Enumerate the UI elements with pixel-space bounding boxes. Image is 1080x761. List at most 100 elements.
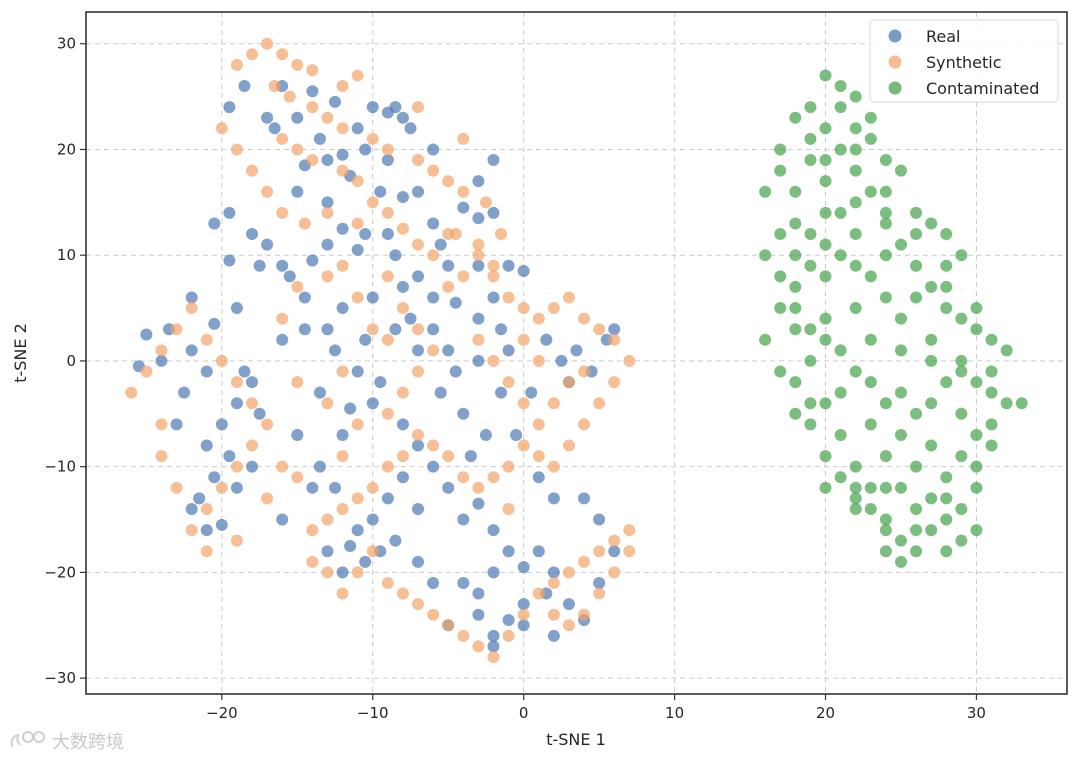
point-contaminated	[834, 249, 847, 262]
point-real	[366, 397, 379, 410]
x-axis-label: t-SNE 1	[546, 730, 606, 749]
point-contaminated	[804, 132, 817, 145]
point-real	[261, 238, 274, 251]
point-real	[389, 534, 402, 547]
point-synthetic	[381, 270, 394, 283]
point-real	[502, 344, 515, 357]
point-real	[389, 323, 402, 336]
point-contaminated	[925, 333, 938, 346]
point-contaminated	[985, 365, 998, 378]
point-synthetic	[578, 312, 591, 325]
point-synthetic	[246, 439, 259, 452]
point-synthetic	[547, 608, 560, 621]
point-real	[381, 228, 394, 241]
point-real	[200, 439, 213, 452]
point-real	[238, 365, 251, 378]
point-real	[608, 545, 621, 558]
point-contaminated	[834, 143, 847, 156]
watermark-logo-icon	[10, 731, 45, 748]
point-real	[215, 418, 228, 431]
x-tick-label: 30	[967, 704, 986, 722]
point-real	[487, 640, 500, 653]
point-real	[457, 513, 470, 526]
point-contaminated	[849, 259, 862, 272]
point-real	[389, 101, 402, 114]
point-synthetic	[412, 428, 425, 441]
data-points	[125, 37, 1028, 663]
legend-marker-real	[888, 29, 902, 43]
point-contaminated	[1000, 397, 1013, 410]
point-real	[457, 201, 470, 214]
point-real	[276, 333, 289, 346]
point-synthetic	[623, 524, 636, 537]
point-real	[223, 450, 236, 463]
point-synthetic	[261, 185, 274, 198]
point-synthetic	[623, 545, 636, 558]
point-real	[449, 365, 462, 378]
point-real	[472, 354, 485, 367]
point-synthetic	[442, 450, 455, 463]
point-synthetic	[472, 333, 485, 346]
point-contaminated	[849, 481, 862, 494]
legend-marker-contaminated	[888, 81, 902, 95]
point-contaminated	[774, 270, 787, 283]
point-contaminated	[925, 217, 938, 230]
point-real	[366, 513, 379, 526]
point-real	[517, 619, 530, 632]
point-contaminated	[819, 397, 832, 410]
point-real	[532, 471, 545, 484]
point-synthetic	[261, 418, 274, 431]
point-real	[178, 386, 191, 399]
point-synthetic	[412, 101, 425, 114]
point-real	[502, 259, 515, 272]
point-synthetic	[291, 58, 304, 71]
point-synthetic	[170, 323, 183, 336]
point-synthetic	[336, 80, 349, 93]
point-real	[547, 629, 560, 642]
point-contaminated	[985, 439, 998, 452]
point-real	[555, 354, 568, 367]
point-synthetic	[593, 587, 606, 600]
point-contaminated	[834, 206, 847, 219]
point-synthetic	[472, 640, 485, 653]
point-contaminated	[789, 249, 802, 262]
point-real	[427, 460, 440, 473]
point-real	[351, 524, 364, 537]
point-real	[246, 376, 259, 389]
point-contaminated	[819, 122, 832, 135]
point-real	[223, 206, 236, 219]
point-real	[276, 513, 289, 526]
point-real	[329, 481, 342, 494]
point-contaminated	[789, 217, 802, 230]
point-synthetic	[155, 344, 168, 357]
point-real	[457, 576, 470, 589]
point-real	[238, 80, 251, 93]
point-contaminated	[879, 513, 892, 526]
point-contaminated	[910, 228, 923, 241]
point-contaminated	[819, 450, 832, 463]
point-synthetic	[321, 566, 334, 579]
point-real	[517, 265, 530, 278]
series-real	[132, 80, 621, 653]
point-real	[412, 439, 425, 452]
point-contaminated	[879, 397, 892, 410]
point-contaminated	[864, 481, 877, 494]
point-contaminated	[894, 312, 907, 325]
point-synthetic	[442, 175, 455, 188]
point-synthetic	[578, 608, 591, 621]
point-contaminated	[849, 502, 862, 515]
point-synthetic	[442, 280, 455, 293]
point-contaminated	[940, 280, 953, 293]
point-synthetic	[517, 397, 530, 410]
point-synthetic	[472, 249, 485, 262]
point-contaminated	[970, 302, 983, 315]
point-real	[253, 407, 266, 420]
point-synthetic	[457, 185, 470, 198]
point-real	[208, 217, 221, 230]
point-contaminated	[894, 481, 907, 494]
point-real	[359, 555, 372, 568]
point-real	[185, 502, 198, 515]
point-synthetic	[427, 249, 440, 262]
point-synthetic	[261, 492, 274, 505]
